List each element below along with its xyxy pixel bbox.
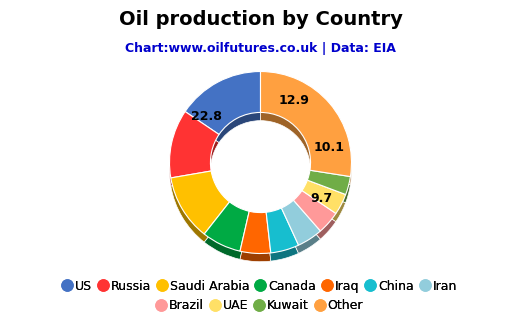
Wedge shape xyxy=(302,180,345,214)
Wedge shape xyxy=(307,178,351,203)
Wedge shape xyxy=(293,199,336,239)
Wedge shape xyxy=(171,179,230,242)
Wedge shape xyxy=(302,188,345,222)
Wedge shape xyxy=(169,120,219,186)
Wedge shape xyxy=(169,111,219,178)
Text: 10.1: 10.1 xyxy=(314,141,345,154)
Text: Oil production by Country: Oil production by Country xyxy=(119,10,402,29)
Wedge shape xyxy=(260,80,352,185)
Wedge shape xyxy=(281,200,320,245)
Wedge shape xyxy=(240,211,271,254)
Wedge shape xyxy=(266,216,299,261)
Wedge shape xyxy=(293,190,336,231)
Wedge shape xyxy=(307,170,351,195)
Wedge shape xyxy=(281,208,320,254)
Text: Chart:www.oilfutures.co.uk | Data: EIA: Chart:www.oilfutures.co.uk | Data: EIA xyxy=(125,42,396,55)
Wedge shape xyxy=(260,72,352,176)
Wedge shape xyxy=(204,210,249,259)
Text: 22.8: 22.8 xyxy=(192,110,222,123)
Text: 9.7: 9.7 xyxy=(310,192,332,205)
Wedge shape xyxy=(185,80,260,143)
Legend: Brazil, UAE, Kuwait, Other: Brazil, UAE, Kuwait, Other xyxy=(153,294,368,317)
Wedge shape xyxy=(171,171,230,234)
Text: 12.9: 12.9 xyxy=(278,94,309,107)
Wedge shape xyxy=(185,72,260,135)
Wedge shape xyxy=(240,219,271,262)
Wedge shape xyxy=(266,208,299,253)
Wedge shape xyxy=(204,202,249,251)
Legend: US, Russia, Saudi Arabia, Canada, Iraq, China, Iran: US, Russia, Saudi Arabia, Canada, Iraq, … xyxy=(59,275,462,298)
